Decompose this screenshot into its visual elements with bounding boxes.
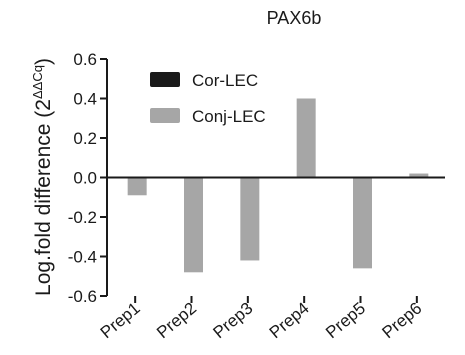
bar-prep6 [409, 173, 429, 178]
y-tick-label: 0.4 [73, 90, 97, 109]
y-tick-label: 0.0 [73, 169, 97, 188]
legend-label-cor-lec: Cor-LEC [192, 71, 258, 90]
bar-prep3 [240, 177, 260, 261]
x-tick-label: Prep2 [153, 299, 200, 343]
legend-label-conj-lec: Conj-LEC [192, 107, 266, 126]
legend-swatch-cor-lec [150, 72, 180, 87]
bar-prep2 [184, 177, 203, 273]
y-axis-ticks: -0.6 -0.4 -0.2 0.0 0.2 0.4 0.6 [68, 50, 107, 306]
chart-title: PAX6b [267, 8, 322, 28]
y-axis-label: Log.fold difference (2ΔΔCq) [30, 58, 55, 296]
y-tick-label: 0.6 [73, 50, 97, 69]
y-tick-label: -0.4 [68, 248, 97, 267]
y-tick-label: -0.6 [68, 287, 97, 306]
y-axis-label-superscript: ΔΔCq [30, 65, 45, 99]
x-tick-label: Prep4 [266, 299, 313, 343]
y-tick-label: 0.2 [73, 129, 97, 148]
x-tick-label: Prep6 [378, 299, 425, 343]
legend: Cor-LEC Conj-LEC [150, 71, 266, 126]
x-tick-label: Prep3 [209, 299, 256, 343]
bar-prep5 [353, 177, 372, 269]
y-axis-label-text: Log.fold difference (2 [32, 99, 55, 296]
legend-swatch-conj-lec [150, 108, 180, 123]
bar-prep1 [127, 177, 147, 196]
x-tick-label: Prep1 [97, 299, 144, 343]
bar-prep4 [296, 98, 316, 178]
bar-series [127, 98, 429, 303]
x-axis-tick-labels: Prep1 Prep2 Prep3 Prep4 Prep5 Prep6 [97, 299, 426, 343]
x-tick-label: Prep5 [322, 299, 369, 343]
y-axis-label-close: ) [32, 58, 55, 65]
y-tick-label: -0.2 [68, 208, 97, 227]
